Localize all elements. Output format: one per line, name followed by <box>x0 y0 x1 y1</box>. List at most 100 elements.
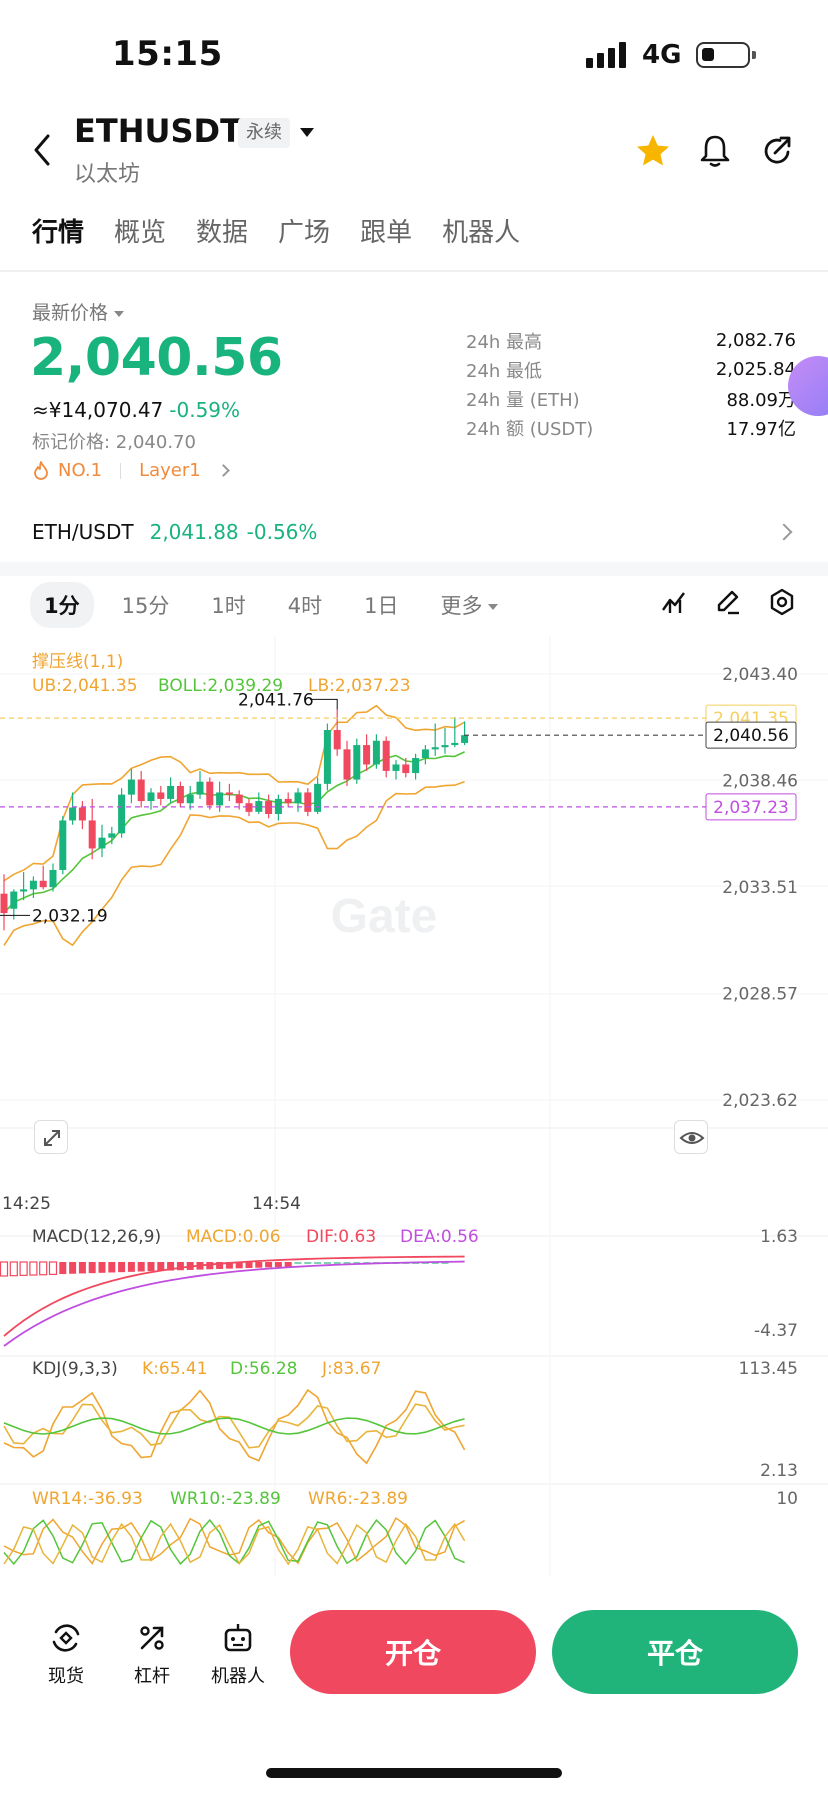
tab-bot[interactable]: 机器人 <box>442 218 521 248</box>
kdj-plot <box>3 1388 466 1465</box>
macd-dea-line <box>3 1260 465 1347</box>
candle-body <box>206 781 214 806</box>
kdj-title: KDJ(9,3,3) <box>32 1359 118 1379</box>
interval-1m[interactable]: 1分 <box>30 582 94 628</box>
candle-body <box>127 779 135 795</box>
chart-grid <box>0 636 828 1576</box>
interval-tabs: 1分 15分 1时 4时 1日 更多 <box>30 582 512 628</box>
visibility-button[interactable] <box>674 1120 708 1154</box>
wr6-value: WR6:-23.89 <box>308 1489 408 1509</box>
indicator-title: 撑压线(1,1) <box>32 652 123 672</box>
y-axis-ticks: 2,043.40 2,038.46 2,033.51 2,028.57 2,023.62 <box>722 665 798 1111</box>
macd-plot <box>0 1255 465 1347</box>
interval-1d[interactable]: 1日 <box>364 594 399 618</box>
robot-icon <box>224 1624 252 1652</box>
spot-pair-row[interactable]: ETH/USDT 2,041.88 -0.56% <box>32 520 317 544</box>
interval-15m[interactable]: 15分 <box>121 594 170 618</box>
wr10-value: WR10:-23.89 <box>170 1489 281 1509</box>
candle-body <box>176 785 184 804</box>
macd-histogram-bar <box>167 1262 175 1271</box>
close-position-button[interactable]: 平仓 <box>552 1610 798 1694</box>
floating-assistant-bubble[interactable] <box>788 356 828 416</box>
spot-nav-button[interactable]: 现货 <box>26 1620 106 1688</box>
leverage-nav-button[interactable]: 杠杆 <box>112 1620 192 1688</box>
y-tick-label: 2,023.62 <box>722 1091 798 1111</box>
back-icon[interactable] <box>32 134 52 166</box>
kline-chart[interactable]: Gate 撑压线(1,1) UB:2,041.35 BOLL:2,039.29 … <box>0 636 828 1586</box>
tab-overview[interactable]: 概览 <box>114 218 167 248</box>
candle-body <box>461 735 469 743</box>
interval-4h[interactable]: 4时 <box>287 594 323 618</box>
candle-body <box>382 740 390 771</box>
macd-histogram-bar <box>323 1262 331 1264</box>
y-tick-label: 2,043.40 <box>722 665 798 685</box>
star-icon[interactable] <box>634 132 672 170</box>
macd-histogram-bar <box>137 1262 145 1272</box>
candle-body <box>333 729 341 750</box>
last-price: 2,040.56 <box>30 328 283 388</box>
macd-dif-line <box>3 1255 465 1337</box>
pair-title[interactable]: ETHUSDT <box>74 112 242 150</box>
macd-histogram-bar <box>48 1261 58 1275</box>
macd-histogram-bar <box>245 1262 253 1268</box>
stat-row: 24h 最低 2,025.84 <box>466 359 796 382</box>
candle-body <box>314 783 322 812</box>
spot-price: 2,041.88 <box>149 520 239 544</box>
price-tags: 2,041.352,040.562,037.232,041.762,032.19 <box>0 690 797 926</box>
settings-icon[interactable] <box>768 588 796 616</box>
draw-pen-icon[interactable] <box>714 588 742 616</box>
network-label: 4G <box>642 40 682 70</box>
tab-square[interactable]: 广场 <box>278 218 331 248</box>
section-divider <box>0 562 828 576</box>
interval-more[interactable]: 更多 <box>426 582 512 628</box>
page-tabs: 行情 概览 数据 广场 跟单 机器人 <box>32 212 520 249</box>
candle-body <box>323 729 331 784</box>
chevron-right-icon[interactable] <box>775 523 793 541</box>
bell-icon[interactable] <box>696 132 734 170</box>
kdj-d: D:56.28 <box>230 1359 298 1379</box>
macd-histogram-bar <box>206 1262 214 1270</box>
open-position-button[interactable]: 开仓 <box>290 1610 536 1694</box>
fullscreen-button[interactable] <box>34 1120 68 1154</box>
gate-watermark: Gate <box>331 890 438 943</box>
wr-plot <box>3 1516 466 1566</box>
macd-histogram-bar <box>176 1262 184 1271</box>
macd-histogram-bar <box>29 1261 38 1276</box>
high-price-label: 2,041.76 <box>238 690 314 710</box>
share-icon[interactable] <box>758 132 796 170</box>
dif-value: DIF:0.63 <box>306 1227 376 1247</box>
macd-histogram-bar <box>225 1262 233 1269</box>
latest-price-label[interactable]: 最新价格 <box>32 298 125 325</box>
stat-row: 24h 最高 2,082.76 <box>466 330 796 353</box>
pair-dropdown-icon[interactable] <box>300 128 314 137</box>
candle-body <box>235 794 243 804</box>
tab-copy-trade[interactable]: 跟单 <box>360 218 413 248</box>
tab-market[interactable]: 行情 <box>32 218 85 248</box>
tab-data[interactable]: 数据 <box>196 218 249 248</box>
boll-mid-legend: BOLL:2,039.29 <box>158 676 283 696</box>
candle-body <box>147 792 155 802</box>
stat-row: 24h 额 (USDT) 17.97亿 <box>466 418 796 440</box>
macd-histogram-bar <box>314 1262 322 1264</box>
rank-row[interactable]: NO.1 Layer1 <box>32 460 230 481</box>
candle-body <box>392 764 400 771</box>
wr6-line <box>3 1522 466 1566</box>
macd-histogram-bar <box>118 1262 126 1273</box>
bot-nav-button[interactable]: 机器人 <box>198 1620 278 1688</box>
indicator-icon[interactable] <box>660 588 688 616</box>
kdj-ymax: 113.45 <box>739 1359 798 1379</box>
candle-body <box>265 801 273 814</box>
candle-body <box>0 893 8 914</box>
rank-separator <box>120 462 122 479</box>
macd-histogram-bar <box>0 1261 9 1277</box>
macd-histogram-bar <box>255 1262 263 1268</box>
candle-body <box>294 792 302 804</box>
interval-1h[interactable]: 1时 <box>211 594 246 618</box>
candle-body <box>157 792 165 799</box>
macd-histogram-bar <box>88 1262 96 1274</box>
low-price-label: 2,032.19 <box>32 906 108 926</box>
candle-body <box>412 757 420 774</box>
dea-value: DEA:0.56 <box>400 1227 479 1247</box>
stat-row: 24h 量 (ETH) 88.09万 <box>466 389 796 411</box>
x-tick-label: 14:25 <box>2 1194 51 1214</box>
